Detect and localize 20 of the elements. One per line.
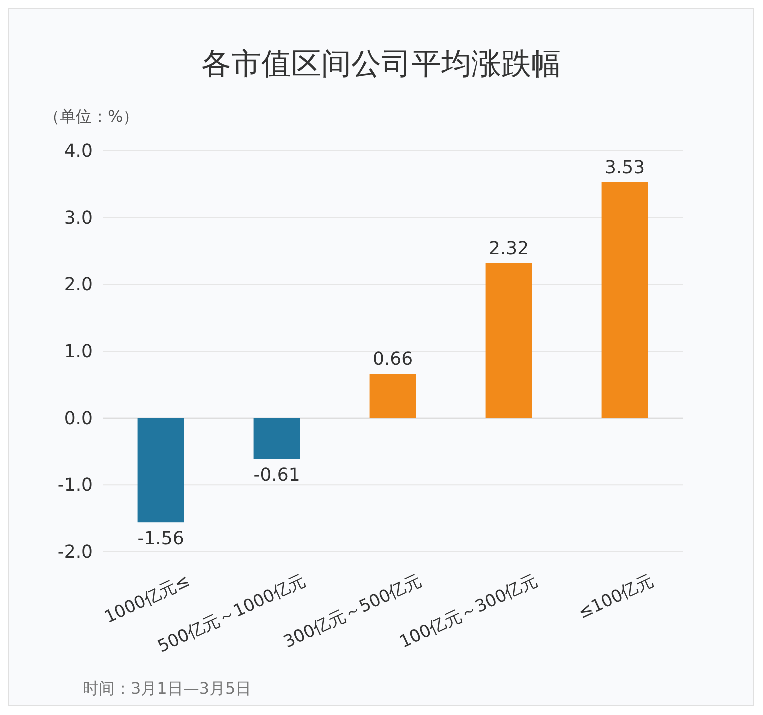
y-tick-label: -2.0 [58,542,93,563]
chart-title: 各市值区间公司平均涨跌幅 [202,47,562,82]
y-axis-title: （单位：%） [44,107,140,126]
y-tick-label: 3.0 [64,208,93,229]
y-tick-label: 2.0 [64,274,93,296]
data-label: 3.53 [604,157,646,178]
y-tick-label: 0.0 [64,408,93,430]
data-label: 0.66 [372,349,414,370]
y-tick-label: 4.0 [64,141,93,162]
data-label: -0.61 [254,465,300,486]
y-tick-label: 1.0 [64,342,93,362]
data-label: -1.56 [138,528,184,550]
bar [138,418,184,523]
bar [602,182,648,418]
y-tick-label: -1.0 [58,475,93,496]
data-label: 2.32 [488,238,530,260]
bar [254,418,300,460]
bar [486,263,532,418]
text: 时间：3月1日—3月5日 [83,679,252,698]
bar [370,374,416,418]
